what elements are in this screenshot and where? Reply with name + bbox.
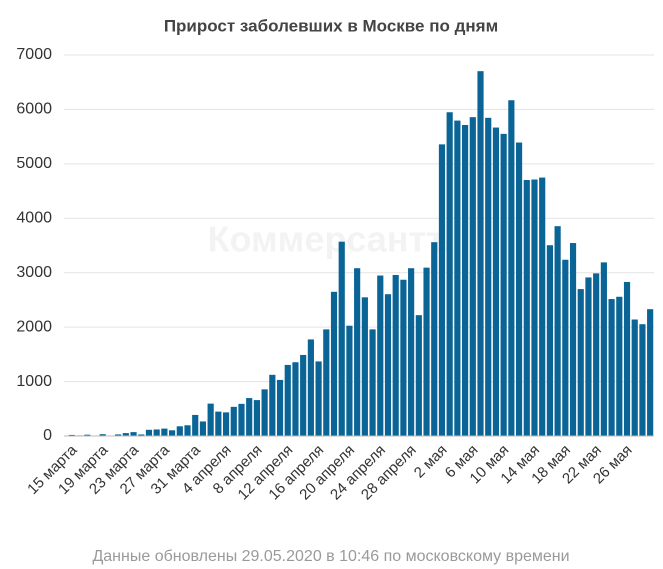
bar: [253, 400, 260, 436]
bar: [492, 127, 500, 436]
bar: [585, 277, 592, 436]
bar: [562, 259, 569, 436]
y-tick-label: 6000: [16, 101, 52, 118]
bar: [515, 142, 523, 436]
bar: [377, 275, 384, 436]
bar: [169, 430, 176, 436]
bar: [176, 426, 183, 436]
bar: [369, 329, 376, 436]
bar: [423, 267, 430, 436]
bar: [485, 117, 492, 436]
y-tick-label: 1000: [16, 373, 52, 390]
bar: [462, 124, 469, 436]
y-tick-label: 7000: [16, 46, 52, 63]
bar: [84, 434, 91, 436]
bar: [415, 315, 422, 436]
bar: [330, 291, 338, 436]
bar: [523, 180, 530, 436]
y-tick-label: 5000: [16, 155, 52, 172]
bar: [623, 281, 631, 436]
bar: [199, 421, 207, 436]
bar: [153, 429, 160, 436]
bar: [600, 262, 607, 436]
bar: [161, 428, 168, 436]
bar: [639, 324, 646, 436]
bar: [577, 289, 584, 436]
bar: [115, 434, 122, 436]
bar: [230, 406, 237, 436]
bar: [292, 362, 299, 436]
y-tick-label: 3000: [16, 264, 52, 281]
bar: [593, 273, 600, 436]
bar: [546, 245, 553, 436]
bar: [192, 414, 199, 436]
bar: [438, 144, 446, 437]
bar: [361, 297, 368, 436]
bar: [392, 275, 399, 436]
bar: [68, 434, 75, 436]
bar: [539, 177, 546, 437]
bar: [477, 71, 484, 436]
bar: [631, 319, 638, 436]
bar: [346, 325, 353, 436]
bar: [222, 412, 230, 436]
bar: [500, 133, 507, 436]
bar: [508, 100, 515, 437]
bar: [354, 268, 361, 436]
bar: [122, 433, 129, 436]
bar: [531, 179, 538, 436]
bar: [608, 299, 615, 436]
bar: [323, 329, 330, 436]
bar: [184, 425, 191, 436]
y-tick-label: 2000: [16, 318, 52, 335]
bar: [384, 294, 392, 436]
bar: [616, 296, 623, 436]
bar: [408, 268, 415, 436]
bar: [238, 403, 245, 436]
x-tick-label: 2 мая: [411, 442, 451, 482]
bar: [284, 364, 291, 436]
bar: [145, 429, 153, 436]
bar: [261, 389, 268, 436]
y-tick-label: 0: [43, 427, 52, 444]
bar: [469, 117, 476, 437]
watermark: Коммерсантъ: [208, 219, 453, 260]
bar: [400, 279, 407, 436]
y-tick-label: 4000: [16, 210, 52, 227]
bar: [431, 242, 438, 436]
bar: [315, 361, 322, 436]
bar: [130, 432, 137, 436]
chart-title: Прирост заболевших в Москве по дням: [164, 16, 498, 35]
bar: [307, 339, 314, 436]
bar: [446, 112, 453, 437]
footer-note: Данные обновлены 29.05.2020 в 10:46 по м…: [92, 548, 569, 565]
bar: [246, 398, 253, 436]
bar: [569, 243, 577, 436]
bar: [215, 411, 222, 436]
bar: [338, 241, 345, 436]
bar: [276, 379, 284, 436]
bar: [269, 374, 276, 436]
bar: [300, 354, 307, 436]
bar: [99, 434, 106, 436]
bar: [554, 226, 561, 436]
bar: [454, 120, 461, 436]
bar: [138, 434, 145, 436]
bar: [207, 403, 214, 436]
bar: [647, 309, 654, 436]
